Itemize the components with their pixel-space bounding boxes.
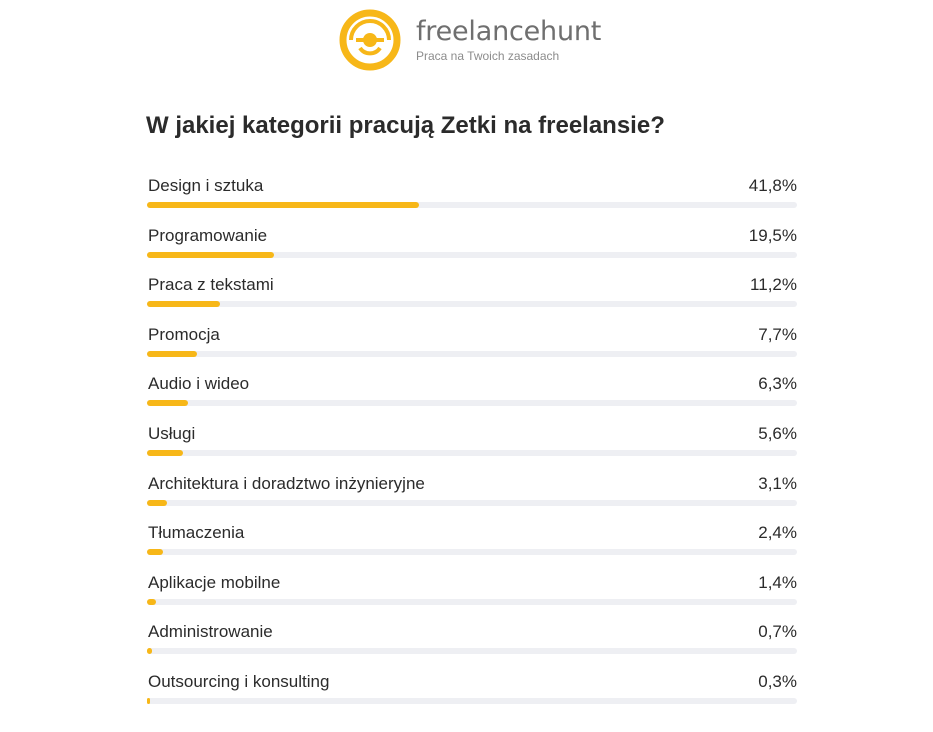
value-label: 2,4%: [758, 523, 797, 543]
category-label: Tłumaczenia: [148, 523, 245, 543]
bar-chart: Design i sztuka 41,8% Programowanie 19,5% Pr…: [147, 170, 797, 716]
category-label: Praca z tekstami: [148, 275, 274, 295]
bar: [147, 350, 198, 357]
bar: [147, 400, 188, 407]
chart-row: Audio i wideo 6,3%: [147, 368, 797, 418]
bar: [147, 549, 163, 556]
value-label: 3,1%: [758, 473, 797, 493]
bar-track: [147, 648, 797, 655]
category-label: Audio i wideo: [148, 374, 250, 394]
category-label: Usługi: [148, 423, 196, 443]
bar-track: [147, 499, 797, 506]
freelancehunt-logo-icon: [339, 9, 401, 71]
category-label: Design i sztuka: [148, 176, 264, 195]
bar: [147, 598, 157, 605]
bar: [147, 697, 150, 704]
value-label: 19,5%: [748, 225, 797, 245]
category-label: Promocja: [148, 324, 220, 344]
bar: [147, 202, 419, 208]
category-label: Aplikacje mobilne: [148, 572, 281, 592]
chart-title: W jakiej kategorii pracują Zetki na free…: [146, 112, 665, 139]
bar-track: [147, 400, 797, 407]
bar-track: [147, 598, 797, 605]
brand-tagline: Praca na Twoich zasadach: [416, 49, 560, 63]
bar-track: [147, 549, 797, 556]
brand-name: freelancehunt: [416, 16, 602, 47]
category-label: Administrowanie: [148, 622, 273, 642]
brand-logo[interactable]: freelancehunt Praca na Twoich zasadach: [338, 8, 601, 72]
bar: [147, 301, 220, 308]
chart-row: Administrowanie 0,7%: [147, 616, 797, 666]
value-label: 5,6%: [758, 423, 797, 443]
category-label: Outsourcing i konsulting: [148, 671, 330, 691]
chart-row: Outsourcing i konsulting 0,3%: [147, 666, 797, 716]
chart-row: Aplikacje mobilne 1,4%: [147, 567, 797, 617]
bar: [147, 499, 168, 506]
chart-row: Promocja 7,7%: [147, 319, 797, 369]
category-label: Programowanie: [148, 225, 268, 245]
bar: [147, 648, 152, 655]
value-label: 0,3%: [758, 671, 797, 691]
bar-track: [147, 251, 797, 258]
value-label: 7,7%: [758, 324, 797, 344]
brand-text: freelancehunt Praca na Twoich zasadach: [416, 18, 601, 62]
bar-track: [147, 350, 797, 357]
chart-row: Architektura i doradztwo inżynieryjne 3,1…: [147, 468, 797, 518]
chart-row: Programowanie 19,5%: [147, 220, 797, 270]
chart-row: Praca z tekstami 11,2%: [147, 269, 797, 319]
bar: [147, 251, 274, 258]
value-label: 6,3%: [758, 374, 797, 394]
value-label: 41,8%: [748, 176, 797, 195]
bar-track: [147, 697, 797, 704]
bar-track: [147, 449, 797, 456]
value-label: 0,7%: [758, 622, 797, 642]
value-label: 11,2%: [750, 275, 797, 295]
bar-track: [147, 202, 797, 208]
chart-row: Usługi 5,6%: [147, 418, 797, 468]
category-label: Architektura i doradztwo inżynieryjne: [148, 473, 425, 493]
bar-track: [147, 301, 797, 308]
chart-row: Design i sztuka 41,8%: [147, 170, 797, 220]
bar: [147, 449, 184, 456]
value-label: 1,4%: [758, 572, 797, 592]
chart-row: Tłumaczenia 2,4%: [147, 517, 797, 567]
